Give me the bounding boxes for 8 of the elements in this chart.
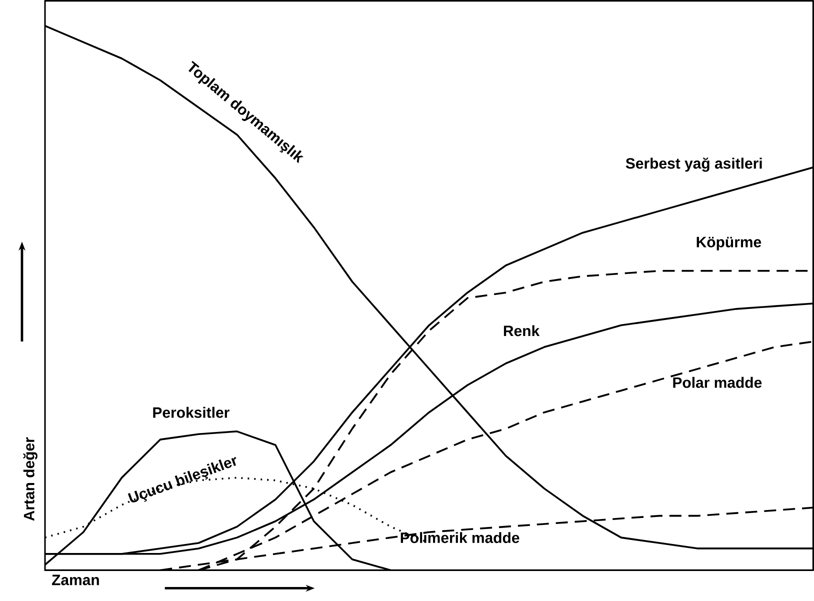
series-label: Peroksitler [153, 406, 230, 418]
series-label: Renk [504, 325, 540, 336]
series-label: Serbest yağ asitleri [626, 157, 762, 172]
x-axis-title: Zaman [52, 574, 99, 586]
y-axis-title: Artan değer [23, 437, 38, 521]
series-label: Polar madde [673, 376, 762, 388]
series-label: Köpürme [696, 236, 762, 250]
series-label: Polimerik madde [400, 532, 520, 543]
